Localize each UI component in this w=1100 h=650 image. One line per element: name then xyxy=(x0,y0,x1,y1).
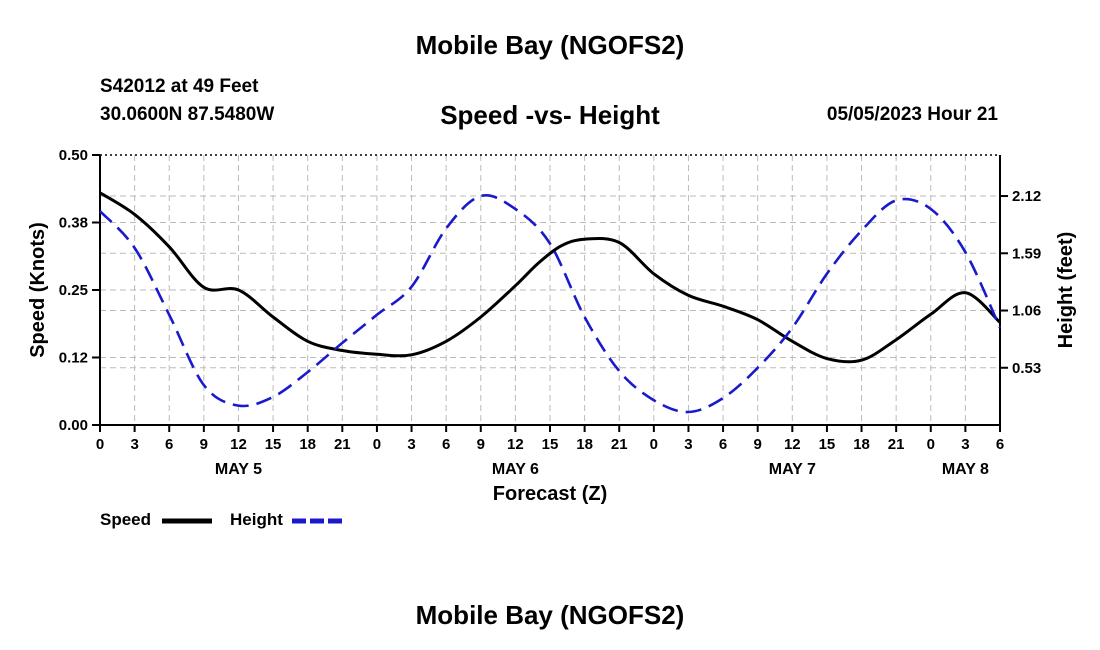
x-tick-label: 6 xyxy=(719,436,727,453)
left-y-axis-title: Speed (Knots) xyxy=(27,222,49,358)
day-label: MAY 6 xyxy=(492,461,539,478)
x-tick-label: 21 xyxy=(334,436,351,453)
x-tick-label: 9 xyxy=(754,436,762,453)
x-tick-label: 0 xyxy=(650,436,658,453)
x-tick-label: 3 xyxy=(684,436,692,453)
x-tick-label: 6 xyxy=(996,436,1004,453)
forecast-datetime: 05/05/2023 Hour 21 xyxy=(826,104,998,125)
series-line-speed xyxy=(99,191,1002,364)
x-tick-label: 6 xyxy=(442,436,450,453)
left-y-tick-label: 0.25 xyxy=(59,282,88,299)
footer-title: Mobile Bay (NGOFS2) xyxy=(415,600,685,630)
left-y-tick-label: 0.12 xyxy=(59,350,88,367)
chart-subtitle: Speed -vs- Height xyxy=(440,100,660,130)
right-y-tick-label: 1.06 xyxy=(1012,303,1041,320)
left-y-tick-label: 0.00 xyxy=(59,417,88,434)
x-tick-label: 6 xyxy=(165,436,173,453)
left-y-tick-label: 0.50 xyxy=(59,147,88,164)
x-tick-label: 15 xyxy=(819,436,836,453)
x-tick-label: 18 xyxy=(853,436,870,453)
x-tick-label: 0 xyxy=(927,436,935,453)
main-title: Mobile Bay (NGOFS2) xyxy=(415,30,685,60)
right-y-tick-label: 2.12 xyxy=(1012,188,1041,205)
day-label: MAY 8 xyxy=(942,461,989,478)
x-tick-label: 21 xyxy=(888,436,905,453)
x-tick-label: 18 xyxy=(576,436,593,453)
x-tick-label: 3 xyxy=(130,436,138,453)
day-label: MAY 5 xyxy=(215,461,262,478)
left-y-tick-label: 0.38 xyxy=(59,215,88,232)
legend-label-speed: Speed xyxy=(100,510,151,529)
x-tick-label: 15 xyxy=(265,436,282,453)
x-axis-title: Forecast (Z) xyxy=(493,483,607,505)
x-tick-label: 12 xyxy=(507,436,524,453)
right-y-tick-label: 0.53 xyxy=(1012,360,1041,377)
x-tick-label: 12 xyxy=(230,436,247,453)
x-tick-label: 9 xyxy=(477,436,485,453)
x-tick-label: 9 xyxy=(200,436,208,453)
x-tick-label: 21 xyxy=(611,436,628,453)
station-label: S42012 at 49 Feet xyxy=(100,76,259,97)
x-tick-label: 15 xyxy=(542,436,559,453)
x-tick-label: 12 xyxy=(784,436,801,453)
x-tick-label: 3 xyxy=(961,436,969,453)
legend-label-height: Height xyxy=(230,510,283,529)
right-y-axis-title: Height (feet) xyxy=(1055,232,1077,349)
x-tick-label: 0 xyxy=(96,436,104,453)
x-tick-label: 0 xyxy=(373,436,381,453)
day-label: MAY 7 xyxy=(769,461,816,478)
x-tick-label: 18 xyxy=(299,436,316,453)
series-line-height xyxy=(99,194,1002,414)
right-y-tick-label: 1.59 xyxy=(1012,245,1041,262)
x-tick-label: 3 xyxy=(407,436,415,453)
coordinates-label: 30.0600N 87.5480W xyxy=(100,104,275,125)
